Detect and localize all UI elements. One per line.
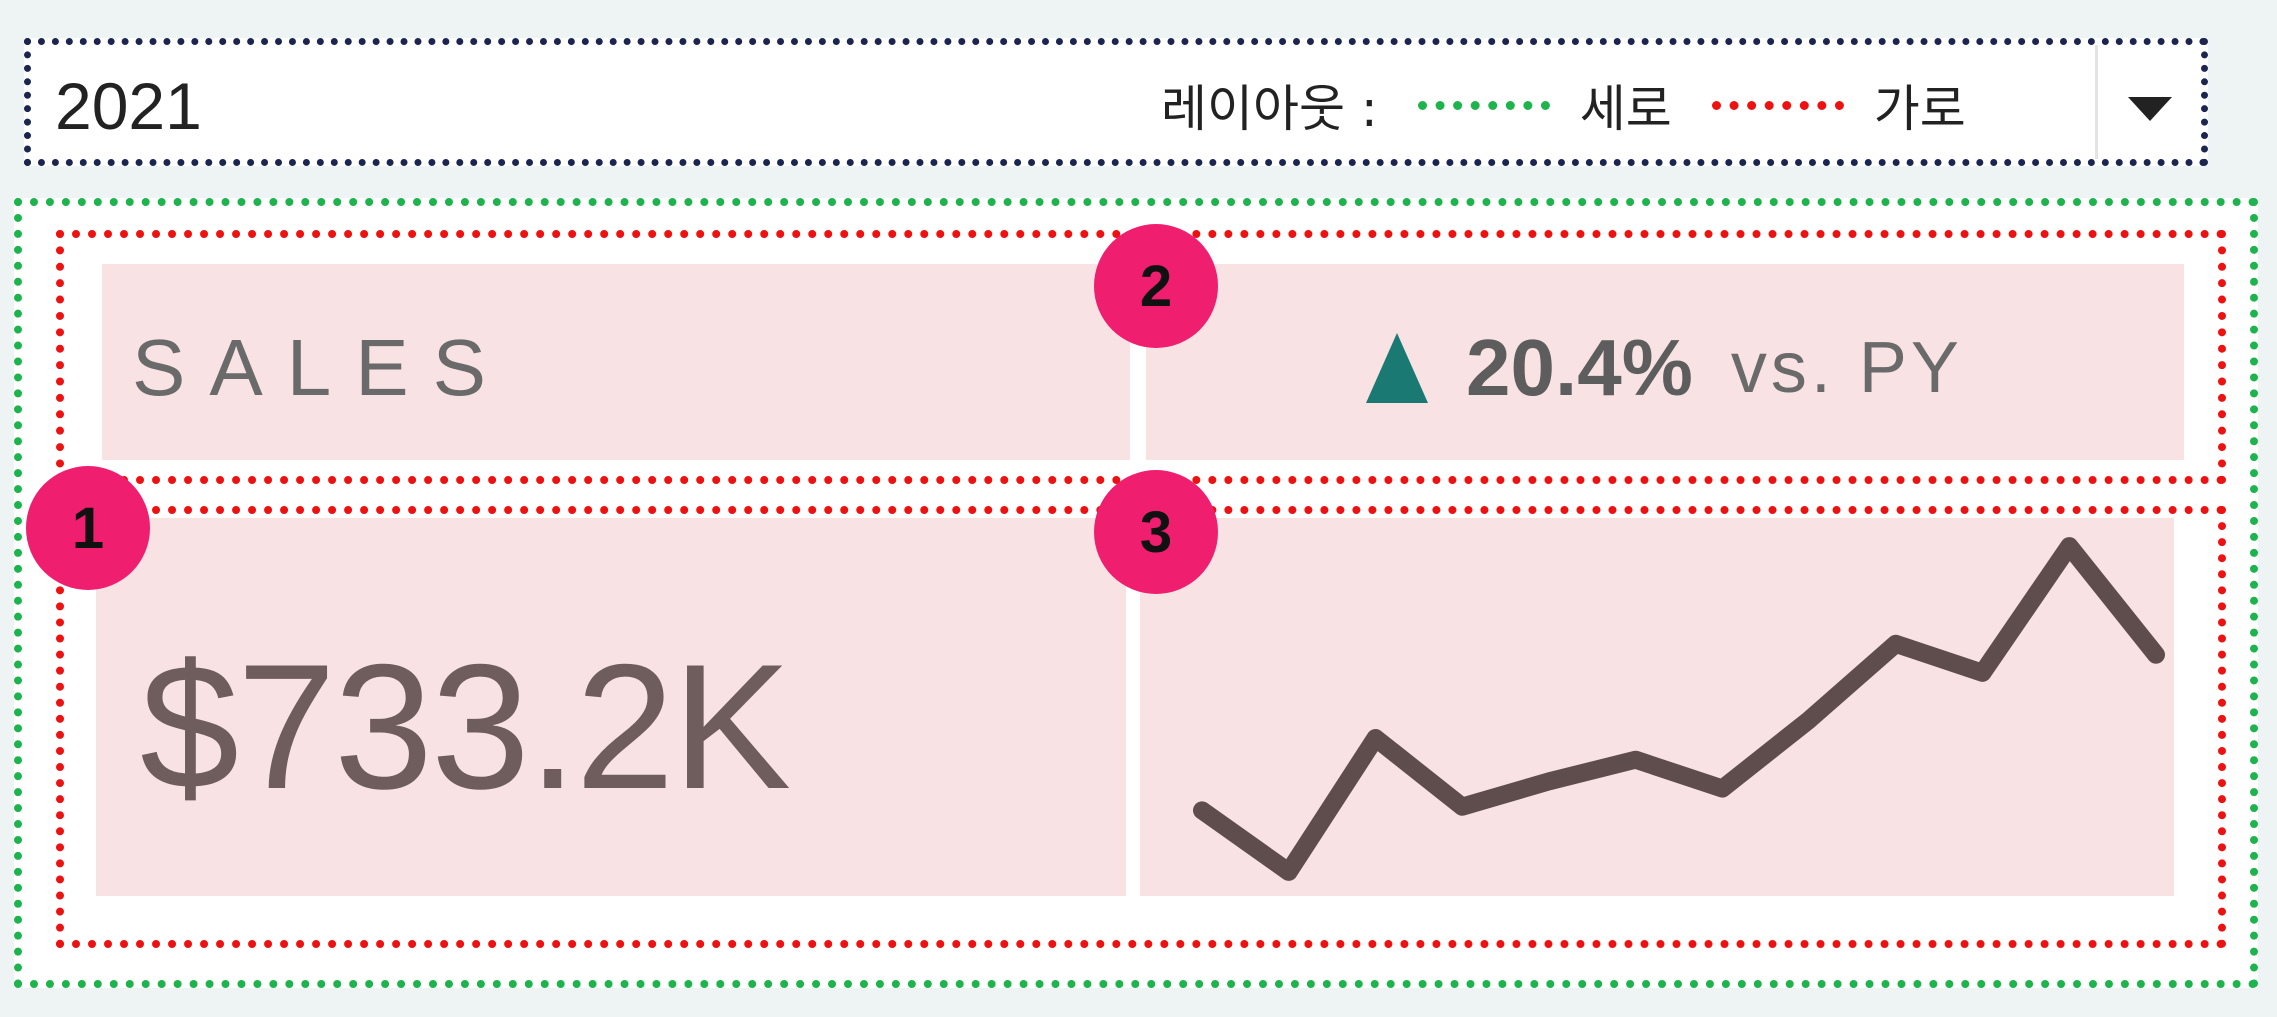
sparkline-series: [1193, 537, 2165, 881]
sales-title-tile: SALES: [102, 264, 1130, 460]
badge-1: 1: [26, 466, 150, 590]
sales-value: $733.2K: [140, 627, 791, 826]
legend-vertical-swatch: [1417, 100, 1550, 110]
dropdown-toggle-button[interactable]: [2098, 45, 2201, 159]
chevron-down-icon: [2128, 97, 2172, 121]
year-filter-value: 2021: [55, 69, 202, 143]
legend-label: 레이아웃 :: [1161, 80, 1378, 138]
badge-3: 3: [1094, 470, 1218, 594]
sales-title: SALES: [132, 323, 510, 412]
yoy-change-tile: 20.4% vs. PY: [1146, 264, 2184, 460]
legend-vertical-label: 세로: [1579, 80, 1672, 138]
badge-2: 2: [1094, 224, 1218, 348]
change-percent: 20.4%: [1466, 323, 1693, 412]
vertical-layout-container: SALES 20.4% vs. PY $733.2K: [14, 198, 2258, 988]
change-suffix: vs. PY: [1730, 328, 1963, 408]
sparkline-tile: [1140, 518, 2174, 896]
year-filter[interactable]: 2021 레이아웃 : 세로 가로: [24, 38, 2208, 166]
horizontal-container-bottom: $733.2K: [56, 506, 2226, 948]
legend-horizontal-label: 가로: [1873, 80, 1966, 138]
sales-sparkline: [1193, 537, 2165, 881]
yoy-change: 20.4% vs. PY: [1366, 328, 1963, 408]
dropdown-divider: [2095, 45, 2098, 159]
triangle-up-icon: [1366, 333, 1428, 403]
legend-horizontal-swatch: [1711, 100, 1844, 110]
layout-legend: 레이아웃 : 세로 가로: [1161, 75, 1966, 138]
sales-value-tile: $733.2K: [96, 518, 1126, 896]
